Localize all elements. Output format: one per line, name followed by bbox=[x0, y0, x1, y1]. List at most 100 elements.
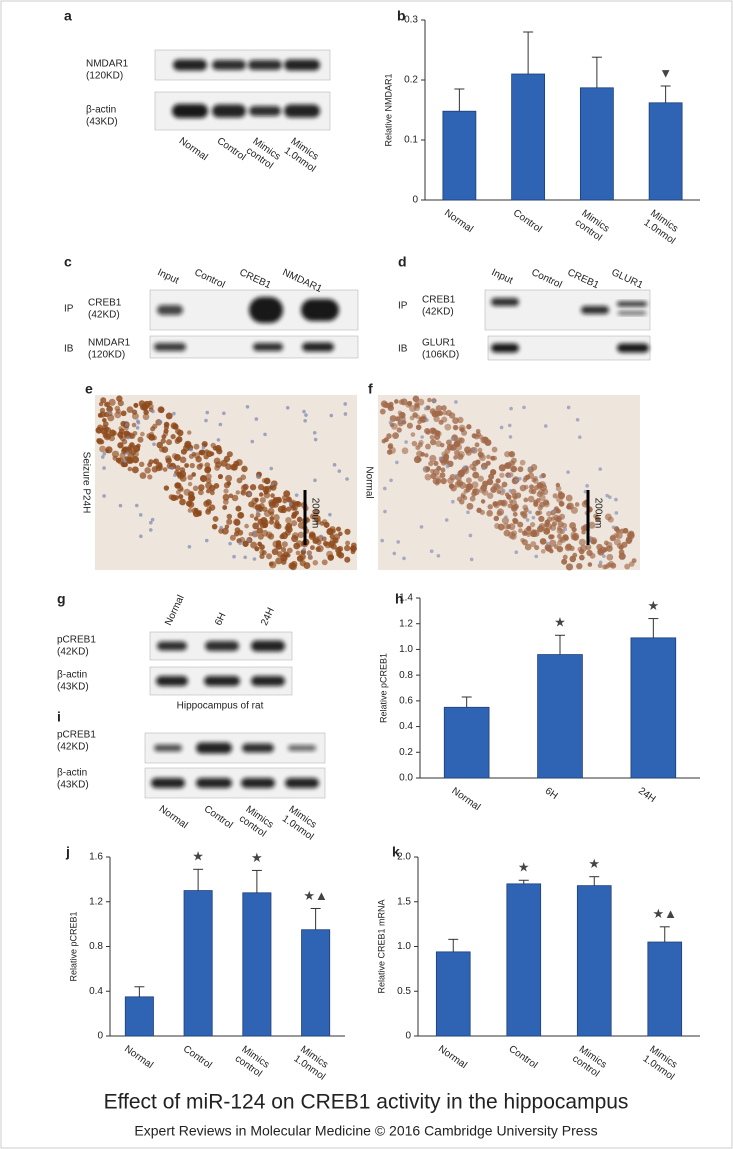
cell bbox=[413, 455, 422, 464]
cell bbox=[138, 400, 146, 407]
cell bbox=[588, 538, 593, 542]
cell bbox=[205, 482, 213, 490]
cell bbox=[446, 443, 454, 451]
cell bbox=[160, 438, 166, 444]
cell bbox=[166, 439, 173, 446]
cell bbox=[440, 459, 447, 466]
cell bbox=[507, 474, 512, 478]
cell bbox=[508, 435, 513, 439]
cell bbox=[428, 461, 434, 467]
cell bbox=[596, 543, 603, 551]
cell bbox=[184, 440, 192, 448]
cell bbox=[336, 526, 342, 532]
cell bbox=[518, 528, 523, 533]
cell bbox=[454, 400, 458, 404]
cell bbox=[583, 489, 588, 494]
cell bbox=[414, 402, 420, 408]
cell bbox=[448, 412, 456, 419]
cell bbox=[272, 501, 279, 508]
cell bbox=[238, 541, 242, 546]
cell bbox=[296, 540, 303, 548]
cell bbox=[272, 497, 278, 502]
y-tick-label: 1.5 bbox=[397, 896, 411, 907]
cell bbox=[107, 410, 111, 415]
blot-band bbox=[196, 778, 232, 788]
cell bbox=[462, 467, 470, 475]
blot-band bbox=[154, 343, 186, 351]
cell bbox=[131, 422, 137, 428]
cell bbox=[147, 400, 153, 406]
y-tick-label: 1.6 bbox=[89, 852, 103, 863]
cell bbox=[459, 427, 465, 433]
cell bbox=[280, 532, 288, 540]
y-tick-label: 0.0 bbox=[399, 773, 413, 784]
cell bbox=[472, 447, 476, 452]
cell bbox=[297, 531, 305, 539]
cell bbox=[257, 484, 265, 491]
cell bbox=[581, 529, 586, 535]
cell bbox=[102, 417, 107, 423]
y-axis-title: Relative pCREB1 bbox=[68, 911, 78, 981]
blot-band bbox=[253, 343, 283, 351]
cell bbox=[436, 553, 441, 558]
cell bbox=[580, 525, 587, 532]
cell bbox=[173, 495, 180, 501]
cell bbox=[291, 532, 299, 540]
scale-label: 200um bbox=[592, 498, 603, 529]
cell bbox=[199, 475, 208, 483]
cell bbox=[288, 562, 296, 570]
y-tick-label: 0 bbox=[97, 1031, 103, 1042]
y-tick-label: 0.2 bbox=[399, 747, 413, 758]
cell bbox=[551, 509, 556, 513]
cell bbox=[148, 459, 154, 465]
cell bbox=[544, 519, 550, 525]
cell bbox=[273, 514, 280, 521]
cell bbox=[271, 548, 279, 556]
cell bbox=[389, 415, 397, 422]
cell bbox=[411, 440, 418, 447]
cell bbox=[187, 544, 192, 549]
cell bbox=[256, 509, 260, 514]
cell bbox=[139, 534, 143, 539]
cell bbox=[400, 398, 408, 406]
cell bbox=[280, 546, 287, 553]
cell bbox=[120, 420, 127, 427]
cell bbox=[423, 406, 428, 411]
cell bbox=[522, 405, 526, 410]
cell bbox=[204, 418, 208, 423]
cell bbox=[328, 512, 332, 517]
cell bbox=[205, 473, 212, 480]
cell bbox=[240, 490, 246, 495]
cell bbox=[533, 501, 539, 507]
cell bbox=[218, 528, 224, 534]
cell bbox=[555, 485, 562, 492]
cell bbox=[469, 557, 474, 562]
cell bbox=[140, 431, 145, 437]
cell bbox=[440, 477, 447, 485]
cell bbox=[557, 525, 562, 531]
cell bbox=[172, 423, 179, 430]
cell bbox=[193, 507, 199, 513]
y-tick-label: 0.2 bbox=[404, 75, 418, 86]
y-tick-label: 0.6 bbox=[399, 695, 413, 706]
cell bbox=[445, 464, 450, 469]
cell bbox=[152, 442, 156, 446]
cell bbox=[201, 445, 206, 450]
cell bbox=[597, 563, 603, 569]
cell bbox=[250, 541, 258, 549]
cell bbox=[102, 432, 109, 439]
y-tick-label: 2.0 bbox=[397, 852, 411, 863]
cell bbox=[438, 456, 443, 461]
figure-title: Effect of miR-124 on CREB1 activity in t… bbox=[104, 1091, 629, 1114]
panel-letter: i bbox=[57, 709, 61, 725]
cell bbox=[493, 483, 501, 491]
cell bbox=[604, 513, 612, 521]
cell bbox=[126, 435, 130, 440]
cell bbox=[255, 512, 261, 518]
cell bbox=[404, 440, 408, 444]
cell bbox=[574, 502, 580, 507]
cell bbox=[222, 493, 230, 501]
cell bbox=[312, 560, 319, 566]
cell bbox=[453, 455, 458, 460]
cell bbox=[156, 441, 163, 449]
